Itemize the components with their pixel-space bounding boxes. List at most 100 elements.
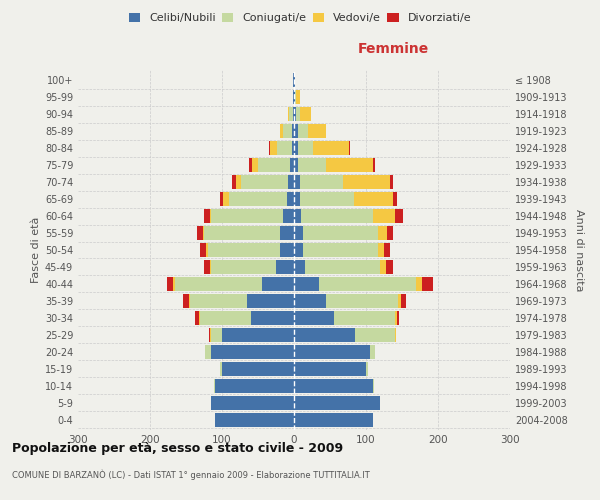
Bar — [204, 260, 210, 274]
Bar — [301, 209, 373, 223]
Bar — [302, 226, 378, 240]
Bar — [294, 277, 319, 291]
Bar — [416, 277, 422, 291]
Bar — [354, 192, 394, 206]
Bar — [384, 243, 390, 257]
Bar — [294, 124, 298, 138]
Bar — [223, 192, 229, 206]
Bar — [294, 396, 380, 410]
Bar — [294, 226, 302, 240]
Bar — [203, 226, 204, 240]
Bar — [293, 73, 294, 87]
Bar — [298, 141, 313, 155]
Bar — [422, 277, 433, 291]
Bar — [258, 158, 290, 172]
Bar — [262, 277, 294, 291]
Bar — [222, 328, 294, 342]
Bar — [247, 294, 294, 308]
Bar — [200, 243, 206, 257]
Bar — [373, 158, 374, 172]
Bar — [293, 90, 294, 104]
Bar — [301, 107, 311, 121]
Bar — [210, 209, 211, 223]
Bar — [386, 260, 394, 274]
Bar — [296, 90, 300, 104]
Bar — [390, 175, 394, 189]
Bar — [197, 226, 203, 240]
Bar — [313, 141, 349, 155]
Bar — [300, 175, 343, 189]
Bar — [294, 294, 326, 308]
Bar — [220, 192, 223, 206]
Bar — [280, 226, 294, 240]
Bar — [209, 328, 210, 342]
Text: Popolazione per età, sesso e stato civile - 2009: Popolazione per età, sesso e stato civil… — [12, 442, 343, 455]
Bar — [173, 277, 175, 291]
Bar — [211, 345, 294, 359]
Bar — [236, 175, 241, 189]
Bar — [252, 158, 258, 172]
Bar — [294, 345, 370, 359]
Bar — [298, 158, 326, 172]
Bar — [387, 226, 392, 240]
Bar — [294, 413, 373, 427]
Bar — [289, 107, 293, 121]
Bar — [294, 175, 300, 189]
Bar — [293, 107, 294, 121]
Bar — [366, 362, 368, 376]
Bar — [208, 243, 280, 257]
Bar — [211, 260, 276, 274]
Legend: Celibi/Nubili, Coniugati/e, Vedovi/e, Divorziati/e: Celibi/Nubili, Coniugati/e, Vedovi/e, Di… — [127, 10, 473, 26]
Bar — [280, 124, 283, 138]
Bar — [395, 328, 396, 342]
Bar — [302, 243, 378, 257]
Bar — [222, 362, 294, 376]
Bar — [196, 311, 199, 325]
Bar — [300, 192, 354, 206]
Bar — [215, 413, 294, 427]
Bar — [292, 124, 294, 138]
Bar — [290, 158, 294, 172]
Bar — [214, 379, 215, 393]
Bar — [394, 192, 397, 206]
Bar — [294, 243, 302, 257]
Bar — [343, 175, 390, 189]
Bar — [287, 192, 294, 206]
Bar — [277, 141, 292, 155]
Bar — [334, 311, 395, 325]
Bar — [296, 107, 301, 121]
Bar — [232, 175, 236, 189]
Bar — [294, 73, 295, 87]
Bar — [276, 260, 294, 274]
Bar — [287, 107, 289, 121]
Bar — [206, 243, 208, 257]
Bar — [294, 209, 301, 223]
Bar — [401, 294, 406, 308]
Bar — [370, 345, 376, 359]
Bar — [215, 379, 294, 393]
Bar — [220, 362, 222, 376]
Bar — [395, 209, 403, 223]
Bar — [251, 311, 294, 325]
Bar — [319, 277, 416, 291]
Bar — [295, 90, 296, 104]
Bar — [211, 328, 222, 342]
Bar — [292, 141, 294, 155]
Bar — [270, 141, 277, 155]
Bar — [373, 209, 395, 223]
Bar — [288, 175, 294, 189]
Bar — [378, 243, 384, 257]
Bar — [397, 311, 399, 325]
Bar — [294, 141, 298, 155]
Bar — [211, 396, 294, 410]
Bar — [395, 311, 397, 325]
Bar — [283, 209, 294, 223]
Bar — [294, 107, 296, 121]
Bar — [210, 260, 211, 274]
Bar — [378, 226, 387, 240]
Bar — [373, 379, 374, 393]
Bar — [294, 328, 355, 342]
Y-axis label: Anni di nascita: Anni di nascita — [574, 209, 584, 291]
Bar — [326, 158, 373, 172]
Bar — [349, 141, 350, 155]
